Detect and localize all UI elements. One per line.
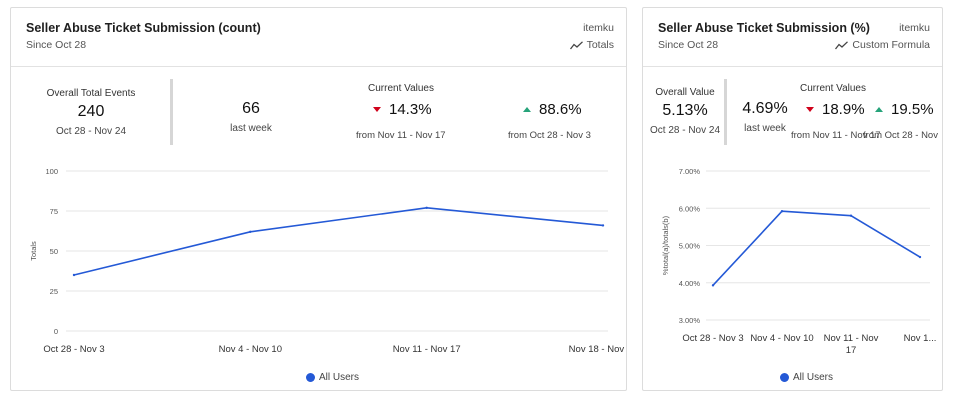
lastweek-label: last week xyxy=(230,123,272,134)
data-point xyxy=(249,230,252,233)
y-axis-title: Totals xyxy=(29,241,38,261)
overall-range: Oct 28 - Nov 24 xyxy=(649,125,721,136)
legend-label: All Users xyxy=(793,372,834,383)
change-2-value: 88.6% xyxy=(539,101,582,118)
legend[interactable]: All Users xyxy=(306,372,359,383)
overall-metric: Overall Value 5.13% Oct 28 - Nov 24 xyxy=(647,87,723,136)
y-tick-label: 25 xyxy=(50,287,58,296)
change-1-from: from Nov 11 - Nov 17 xyxy=(356,130,446,141)
change-2-from: from Oct 28 - Nov 3 xyxy=(508,130,591,141)
card-title[interactable]: Seller Abuse Ticket Submission (count) xyxy=(26,21,261,35)
card-since: Since Oct 28 xyxy=(658,39,719,51)
y-tick-label: 75 xyxy=(50,207,58,216)
x-tick-label: Nov 11 - Nov 17 xyxy=(393,344,461,355)
card-tag: itemku xyxy=(583,22,614,34)
lastweek-value: 4.69% xyxy=(742,100,788,117)
overall-value: 5.13% xyxy=(662,102,708,119)
measure-label: Totals xyxy=(586,39,614,51)
y-tick-label: 100 xyxy=(45,167,58,176)
lastweek-label: last week xyxy=(744,123,786,134)
legend-dot xyxy=(780,373,789,382)
lastweek-metric: 66 last week xyxy=(211,100,291,134)
arrow-down-icon xyxy=(806,107,814,112)
change-1: 18.9% xyxy=(806,101,865,118)
data-point xyxy=(780,210,784,213)
x-tick-label: Nov 1... xyxy=(904,333,937,344)
change-2: 88.6% xyxy=(523,101,582,118)
overall-value: 240 xyxy=(77,103,105,120)
lastweek-metric: 4.69% last week xyxy=(735,100,795,134)
y-axis-title: %total(a)/totals(b) xyxy=(661,215,670,275)
line-chart-icon xyxy=(835,40,849,49)
overall-label: Overall Value xyxy=(655,87,715,98)
x-tick-label: Nov 4 - Nov 10 xyxy=(219,344,282,355)
change-1-value: 18.9% xyxy=(822,101,865,118)
card-header: Seller Abuse Ticket Submission (%) Since… xyxy=(643,8,942,67)
data-point xyxy=(849,214,853,217)
overall-label: Overall Total Events xyxy=(46,88,136,99)
arrow-down-icon xyxy=(373,107,381,112)
card-title[interactable]: Seller Abuse Ticket Submission (%) xyxy=(658,21,870,35)
change-1-from: from Nov 11 - Nov 17 xyxy=(791,130,881,141)
arrow-up-icon xyxy=(523,107,531,112)
change-2-from: from Oct 28 - Nov xyxy=(863,130,938,141)
data-point xyxy=(918,255,922,259)
card-count: Seller Abuse Ticket Submission (count) S… xyxy=(10,7,627,391)
current-values-label: Current Values xyxy=(800,83,866,94)
y-tick-label: 50 xyxy=(50,247,58,256)
data-point xyxy=(72,273,76,277)
y-tick-label: 4.00% xyxy=(679,279,701,288)
x-tick-label: Oct 28 - Nov 3 xyxy=(43,344,104,355)
y-tick-label: 6.00% xyxy=(679,204,701,213)
x-tick-label: Oct 28 - Nov 3 xyxy=(682,333,743,344)
lastweek-value: 66 xyxy=(242,100,260,117)
card-percent: Seller Abuse Ticket Submission (%) Since… xyxy=(642,7,943,391)
change-2-value: 19.5% xyxy=(891,101,934,118)
measure-selector[interactable]: Custom Formula xyxy=(835,39,930,51)
change-1-value: 14.3% xyxy=(389,101,432,118)
series-line xyxy=(73,207,604,276)
legend-dot xyxy=(306,373,315,382)
line-chart-count: 0 25 50 75 100 Totals Oct 28 - Nov 3 Nov 4 - No… xyxy=(29,167,627,355)
y-tick-label: 7.00% xyxy=(679,167,701,176)
legend[interactable]: All Users xyxy=(780,372,833,383)
series-line xyxy=(712,210,921,286)
divider xyxy=(724,79,727,145)
change-2: 19.5% xyxy=(875,101,934,118)
line-chart-percent: 3.00% 4.00% 5.00% 6.00% 7.00% %total(a)/total… xyxy=(661,167,937,356)
legend-label: All Users xyxy=(319,372,360,383)
card-since: Since Oct 28 xyxy=(26,39,87,51)
overall-metric: Overall Total Events 240 Oct 28 - Nov 24 xyxy=(31,88,151,137)
y-tick-label: 3.00% xyxy=(679,316,701,325)
measure-selector[interactable]: Totals xyxy=(569,39,614,51)
card-tag: itemku xyxy=(899,22,930,34)
x-tick-label: Nov 4 - Nov 10 xyxy=(750,333,813,344)
y-tick-label: 5.00% xyxy=(679,242,701,251)
measure-label: Custom Formula xyxy=(852,39,930,51)
x-tick-label: Nov 11 - Nov 17 xyxy=(824,333,879,356)
change-1: 14.3% xyxy=(373,101,432,118)
y-tick-label: 0 xyxy=(54,327,58,336)
data-point xyxy=(711,284,715,287)
data-point xyxy=(601,224,605,227)
arrow-up-icon xyxy=(875,107,883,112)
data-point xyxy=(425,206,428,209)
x-tick-label: Nov 18 - Nov 24 xyxy=(569,344,627,355)
overall-range: Oct 28 - Nov 24 xyxy=(55,126,127,137)
card-header: Seller Abuse Ticket Submission (count) S… xyxy=(11,8,626,67)
current-values-label: Current Values xyxy=(368,83,434,94)
line-chart-icon xyxy=(569,40,583,49)
divider xyxy=(170,79,173,145)
